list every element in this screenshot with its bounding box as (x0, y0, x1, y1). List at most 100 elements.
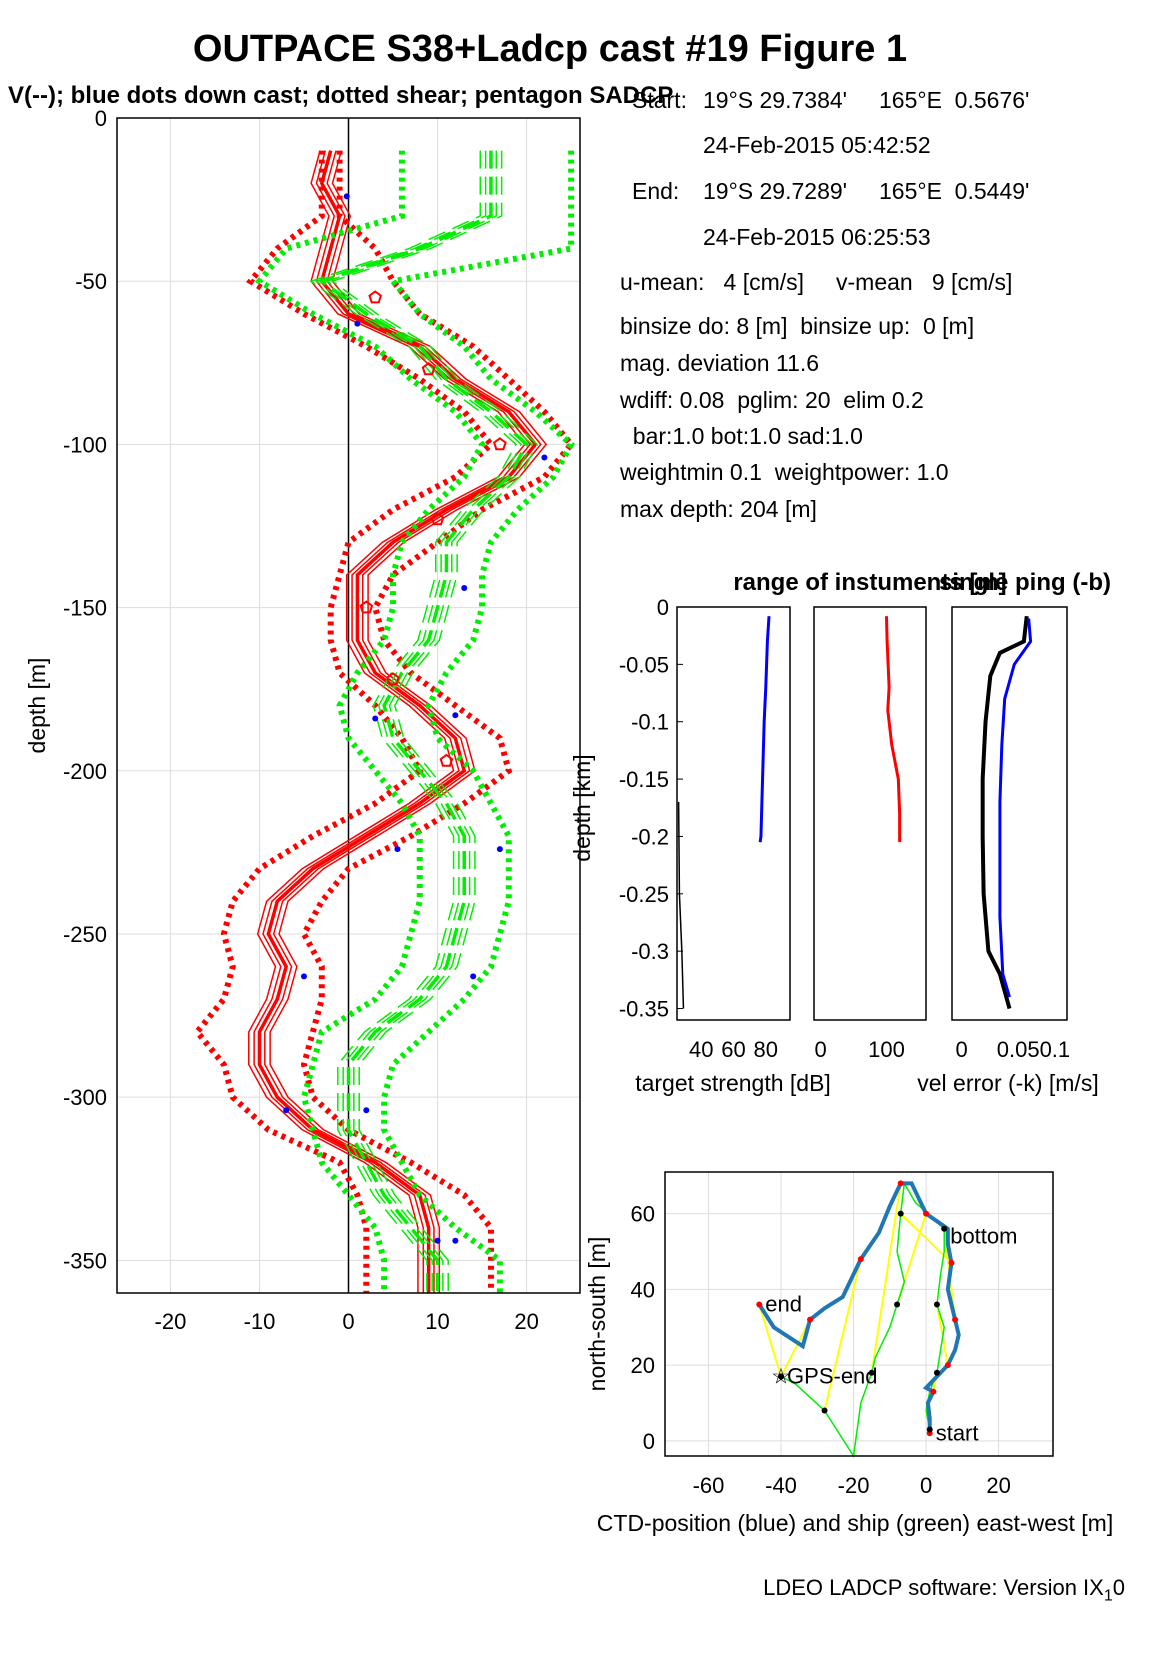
panel-y-tick-label: -0.25 (619, 882, 669, 907)
ship-point (897, 1210, 904, 1217)
series-line (264, 150, 542, 1293)
panel-x-tick-label: 40 (689, 1037, 713, 1062)
sadcp-pentagon (421, 362, 436, 376)
connector-line (823, 1258, 862, 1411)
y-tick-label: 60 (631, 1202, 655, 1227)
ctd-point (857, 1256, 864, 1263)
y-tick-label: -100 (63, 432, 107, 457)
y-tick-label: 40 (631, 1277, 655, 1302)
marker-label-start: start (936, 1420, 979, 1445)
series-line (254, 150, 486, 1293)
y-tick-label: -250 (63, 922, 107, 947)
x-tick-label: 0 (920, 1473, 932, 1498)
series-line (381, 150, 575, 1293)
start-time: 24-Feb-2015 05:42:52 (703, 132, 931, 158)
x-tick-label: -40 (765, 1473, 797, 1498)
sadcp-pentagon (368, 290, 383, 304)
ship-point (868, 1369, 875, 1376)
ship-point (941, 1225, 948, 1232)
sadcp-pentagon (359, 600, 374, 614)
downcast-dot (461, 585, 468, 591)
panel-y-tick-label: -0.35 (619, 997, 669, 1022)
series-line (330, 150, 539, 1293)
connector-line (870, 1183, 902, 1373)
y-tick-label: -150 (63, 596, 107, 621)
x-tick-label: -10 (244, 1309, 276, 1334)
panel-series-line (998, 618, 1033, 998)
position-plot-area (665, 1172, 1053, 1456)
panel-y-tick-label: -0.3 (631, 939, 669, 964)
position-x-axis-label: CTD-position (blue) and ship (green) eas… (597, 1510, 1113, 1536)
downcast-dot (452, 1237, 459, 1244)
main-plot-frame (116, 117, 581, 1294)
ctd-point (952, 1316, 959, 1323)
series-line (314, 150, 523, 1293)
panel-x-tick-label: 0.050.1 (997, 1037, 1070, 1062)
downcast-dot (372, 715, 379, 722)
panel-x-tick-label: 60 (721, 1037, 745, 1062)
sadcp-pentagon (430, 512, 445, 526)
software-version: LDEO LADCP software: Version IX10 (763, 1575, 1125, 1605)
figure-subtitle: V(--); blue dots down cast; dotted shear… (8, 82, 674, 109)
y-tick-label: 0 (95, 106, 107, 131)
panel-series-line (980, 615, 1029, 1010)
mean-velocity: u-mean: 4 [cm/s] v-mean 9 [cm/s] (620, 269, 1013, 295)
ctd-point (807, 1316, 814, 1323)
panel-x-axis-label: target strength [dB] (635, 1070, 831, 1096)
panel-y-axis-label: depth [km] (569, 754, 595, 861)
start-position: 19°S 29.7384' 165°E 0.5676' (703, 87, 1030, 113)
panel-frame-3 (951, 606, 1068, 1021)
connector-line (758, 1304, 782, 1377)
panel-series-line (677, 802, 685, 1009)
panel-y-tick-label: -0.2 (631, 824, 669, 849)
x-tick-label: 10 (425, 1309, 449, 1334)
sadcp-pentagon (493, 437, 507, 451)
bar-settings: bar:1.0 bot:1.0 sad:1.0 (620, 423, 863, 449)
ctd-point (756, 1301, 763, 1308)
panel-title: single ping (-b) (939, 569, 1111, 596)
x-tick-label: 20 (986, 1473, 1010, 1498)
panel-title: range of instuments [m] (733, 569, 1006, 596)
x-tick-label: -20 (838, 1473, 870, 1498)
y-axis-label: depth [m] (24, 658, 50, 754)
ctd-point (923, 1210, 930, 1217)
panel-x-axis-label: vel error (-k) [m/s] (917, 1070, 1098, 1096)
y-tick-label: -50 (75, 269, 107, 294)
downcast-dot (541, 454, 548, 461)
wdiff: wdiff: 0.08 pglim: 20 elim 0.2 (620, 387, 924, 413)
panel-frame-1 (676, 606, 791, 1021)
marker-label-gps-end: GPS-end (787, 1363, 878, 1388)
max-depth: max depth: 204 [m] (620, 496, 817, 522)
panel-y-tick-label: -0.1 (631, 710, 669, 735)
mag-deviation: mag. deviation 11.6 (620, 350, 820, 376)
downcast-dot (496, 846, 503, 853)
downcast-dot (434, 1237, 441, 1244)
weight-settings: weightmin 0.1 weightpower: 1.0 (620, 459, 949, 485)
ship-point (821, 1407, 828, 1414)
marker-label-bottom: bottom (950, 1223, 1017, 1248)
x-tick-label: -60 (693, 1473, 725, 1498)
downcast-dot (300, 973, 307, 980)
downcast-dot (343, 193, 350, 200)
x-tick-label: 0 (342, 1309, 354, 1334)
start-label: Start: (632, 87, 687, 113)
downcast-dot (470, 973, 477, 980)
ship-point (778, 1373, 785, 1380)
series-line (309, 150, 517, 1293)
x-tick-label: 20 (514, 1309, 538, 1334)
ctd-point (897, 1180, 904, 1187)
panel-frame-2 (813, 606, 927, 1021)
ship-point (933, 1301, 940, 1308)
ship-point (933, 1369, 940, 1376)
end-position: 19°S 29.7289' 165°E 0.5449' (703, 178, 1030, 204)
end-label: End: (632, 178, 680, 204)
ship-track (780, 1181, 945, 1459)
end-time: 24-Feb-2015 06:25:53 (703, 224, 931, 250)
connector-line (780, 1319, 811, 1377)
sadcp-pentagon (439, 753, 454, 767)
figure-title: OUTPACE S38+Ladcp cast #19 Figure 1 (192, 28, 908, 70)
panel-series-line (758, 616, 771, 843)
panel-y-tick-label: -0.15 (619, 767, 669, 792)
panel-series-line (884, 616, 902, 843)
